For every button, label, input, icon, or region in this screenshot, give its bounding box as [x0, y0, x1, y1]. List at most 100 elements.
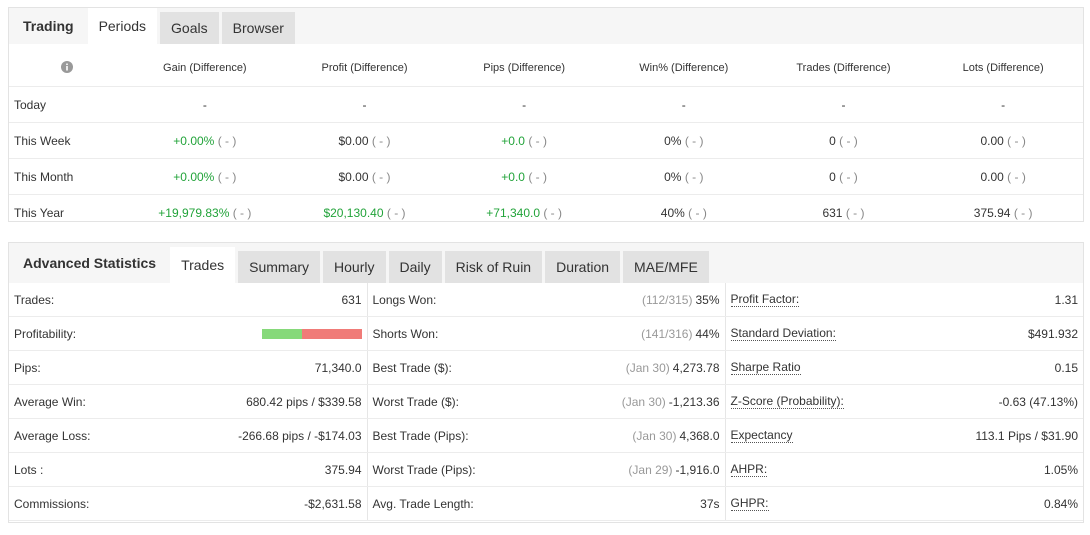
stat: Best Trade ($): (Jan 30) 4,273.78	[373, 361, 720, 375]
stat-value: 113.1 Pips / $31.90	[975, 428, 1078, 443]
stat: Average Loss: -266.68 pips / -$174.03	[14, 429, 362, 443]
stat-label: Avg. Trade Length:	[372, 496, 474, 511]
period-row: Today - - - - - -	[9, 86, 1083, 123]
stat-label: Best Trade ($):	[372, 360, 452, 375]
stat-value-group: (Jan 29) -1,916.0	[628, 463, 719, 477]
stat-cell: Z-Score (Probability): -0.63 (47.13%)	[725, 384, 1083, 419]
column-header: Pips (Difference)	[483, 62, 565, 74]
stat-value-group	[261, 328, 362, 339]
stat-value-group: (141/316) 44%	[641, 327, 719, 341]
stat-note: (Jan 30)	[625, 360, 670, 375]
column-header: Trades (Difference)	[796, 62, 891, 74]
cell-value: 0.00	[980, 133, 1004, 148]
stat-value-group: (Jan 30) 4,273.78	[626, 361, 720, 375]
cell-value: -	[202, 97, 207, 112]
stat-label: Expectancy	[730, 428, 793, 443]
stat: Profitability:	[14, 327, 362, 341]
stat-label: Lots :	[14, 462, 44, 477]
stat-value: -0.63 (47.13%)	[998, 394, 1078, 409]
cell-difference: ( - )	[1007, 133, 1026, 148]
tab[interactable]: Browser	[221, 12, 295, 44]
stat-value-group: -0.63 (47.13%)	[999, 395, 1078, 409]
stat-value-group: 631	[341, 293, 361, 307]
stat-value: 44%	[695, 326, 720, 341]
cell-value: -	[1001, 97, 1006, 112]
info-icon[interactable]	[61, 60, 73, 73]
period-row: This Year +19,979.83% ( - ) $20,130.40 ( -…	[9, 194, 1083, 230]
cell-difference: ( - )	[839, 169, 858, 184]
cell-difference: ( - )	[684, 169, 704, 184]
cell-value: $0.00	[338, 169, 369, 184]
cell-difference: ( - )	[1007, 169, 1026, 184]
stat-cell: GHPR: 0.84%	[725, 486, 1083, 521]
stat-value-group: 1.05%	[1044, 463, 1078, 477]
stat-value: 0.84%	[1043, 496, 1078, 511]
stat-value: 71,340.0	[314, 360, 362, 375]
stat-cell: Trades: 631	[9, 283, 368, 317]
stat: AHPR: 1.05%	[730, 462, 1078, 477]
stat-value: 4,368.0	[679, 428, 720, 443]
stat-value-group: 1.31	[1055, 293, 1078, 307]
tab[interactable]: Risk of Ruin	[444, 251, 543, 283]
stat-label: Worst Trade (Pips):	[372, 462, 476, 477]
cell-value: 375.94	[973, 205, 1011, 220]
stat-label: Longs Won:	[372, 292, 437, 307]
stats-row: Average Loss: -266.68 pips / -$174.03 Best…	[9, 418, 1083, 453]
stat-cell: Lots : 375.94	[9, 452, 368, 487]
cell-value: 0%	[664, 169, 682, 184]
stat: Lots : 375.94	[14, 463, 362, 477]
tab[interactable]: Goals	[160, 12, 219, 44]
stat-value: -$2,631.58	[304, 496, 362, 511]
column-header: Gain (Difference)	[163, 62, 247, 74]
tab[interactable]: Trades	[170, 247, 236, 283]
stat-label: Average Win:	[14, 394, 86, 409]
cell-value: +0.0	[501, 133, 525, 148]
cell-difference: ( - )	[232, 205, 252, 220]
stat-value: -1,213.36	[668, 394, 720, 409]
cell-value: +19,979.83%	[158, 205, 230, 220]
cell-difference: ( - )	[217, 133, 237, 148]
stats-row: Average Win: 680.42 pips / $339.58 Worst T…	[9, 384, 1083, 419]
stat: Shorts Won: (141/316) 44%	[373, 327, 720, 341]
cell: 375.94 ( - )	[923, 194, 1083, 230]
tab[interactable]: MAE/MFE	[623, 251, 709, 283]
stat-cell: AHPR: 1.05%	[725, 452, 1083, 487]
cell-difference: ( - )	[217, 169, 237, 184]
stat-value: 1.05%	[1043, 462, 1078, 477]
cell: +19,979.83% ( - )	[125, 194, 285, 230]
stat-cell: Profit Factor: 1.31	[725, 283, 1083, 317]
stat-value-group: -266.68 pips / -$174.03	[238, 429, 361, 443]
panel-title: Advanced Statistics	[9, 243, 171, 283]
stat-cell: Best Trade ($): (Jan 30) 4,273.78	[367, 350, 726, 385]
stat-label: Trades:	[14, 292, 55, 307]
stat-value-group: 0.15	[1055, 361, 1078, 375]
stat: Pips: 71,340.0	[14, 361, 362, 375]
stat-note: (Jan 29)	[628, 462, 673, 477]
stat-note: (112/315)	[641, 292, 693, 307]
tab[interactable]: Summary	[238, 251, 321, 283]
tab[interactable]: Hourly	[323, 251, 386, 283]
stat: Z-Score (Probability): -0.63 (47.13%)	[730, 394, 1078, 409]
tab[interactable]: Duration	[545, 251, 621, 283]
tab[interactable]: Periods	[87, 8, 158, 44]
stat-cell: Average Loss: -266.68 pips / -$174.03	[9, 418, 368, 453]
stat: Profit Factor: 1.31	[730, 292, 1078, 307]
stat-value: 631	[341, 292, 362, 307]
stat-value-group: 0.84%	[1044, 497, 1078, 511]
tab-bar: Trading Periods Goals Browser	[9, 8, 1083, 44]
cell: -	[284, 86, 445, 123]
stats-row: Commissions: -$2,631.58 Avg. Trade Length:…	[9, 486, 1083, 521]
stat-label: Profit Factor:	[730, 292, 800, 307]
cell: 40% ( - )	[603, 194, 764, 230]
tab[interactable]: Daily	[388, 251, 442, 283]
stat: GHPR: 0.84%	[730, 496, 1078, 511]
cell-value: +71,340.0	[486, 205, 540, 220]
stat-value-group: (112/315) 35%	[642, 293, 720, 307]
stat-value: $491.932	[1027, 326, 1078, 341]
cell: -	[603, 86, 764, 123]
stat-value: 1.31	[1054, 292, 1078, 307]
stat-cell: Worst Trade ($): (Jan 30) -1,213.36	[367, 384, 726, 419]
cell-difference: ( - )	[543, 205, 562, 220]
stats-table: Trades: 631 Longs Won: (112/315) 35% Profit F…	[9, 283, 1083, 521]
